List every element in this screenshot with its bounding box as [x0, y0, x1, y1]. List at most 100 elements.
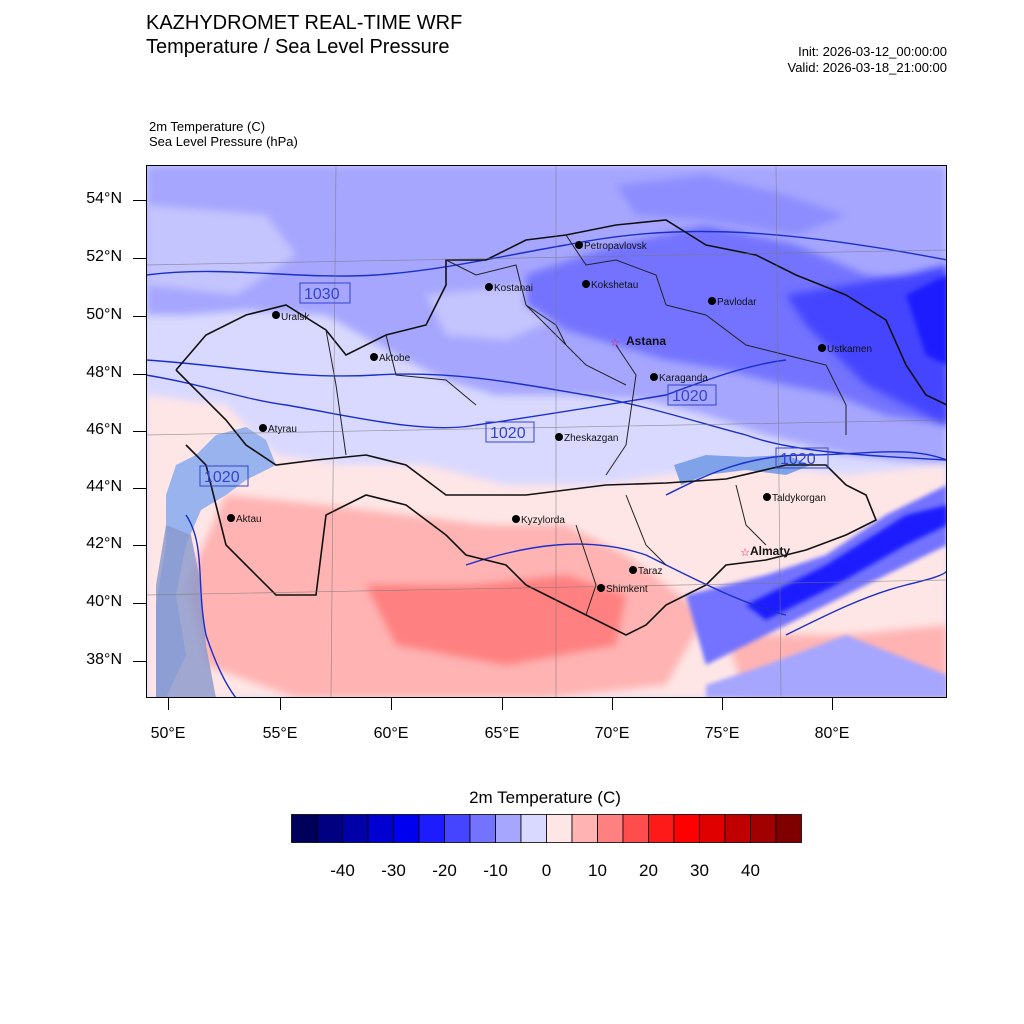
lon-label: 50°E	[150, 725, 186, 742]
city-marker	[370, 353, 378, 361]
graticule	[146, 165, 947, 698]
city-label-kyzylorda: Kyzylorda	[521, 515, 565, 526]
colorbar-swatch	[316, 814, 343, 843]
lon-tick	[722, 698, 723, 710]
city-marker	[512, 515, 520, 523]
isobar-label-1020-karaganda: 1020	[672, 388, 708, 405]
colorbar-swatch	[597, 814, 624, 843]
city-label-almaty: Almaty	[750, 544, 790, 558]
city-marker	[227, 514, 235, 522]
colorbar-swatch	[775, 814, 802, 843]
city-marker	[629, 566, 637, 574]
colorbar-swatch	[622, 814, 649, 843]
colorbar-swatch	[393, 814, 420, 843]
colorbar-swatch	[520, 814, 547, 843]
lon-label: 60°E	[373, 725, 409, 742]
colorbar-swatch	[367, 814, 394, 843]
city-label-petropavlovsk: Petropavlovsk	[584, 241, 648, 252]
lat-label: 50°N	[86, 306, 122, 323]
city-label-atyrau: Atyrau	[268, 424, 297, 435]
map-subtitle: Temperature / Sea Level Pressure	[146, 36, 450, 58]
capital-star-icon: ☆	[740, 547, 750, 559]
lat-tick	[133, 661, 146, 662]
lat-label: 48°N	[86, 364, 122, 381]
cities: Petropavlovsk Kostanai Kokshetau Pavloda…	[227, 241, 872, 595]
city-marker	[272, 311, 280, 319]
city-label-astana: Astana	[626, 334, 666, 348]
city-label-kostanai: Kostanai	[494, 283, 533, 294]
city-marker	[485, 283, 493, 291]
lat-label: 52°N	[86, 248, 122, 265]
city-label-uralsk: Uralsk	[281, 312, 310, 323]
lon-tick	[832, 698, 833, 710]
city-marker	[650, 373, 658, 381]
city-label-taldykorgan: Taldykorgan	[772, 493, 826, 504]
lon-tick	[391, 698, 392, 710]
city-marker	[818, 344, 826, 352]
lat-label: 42°N	[86, 535, 122, 552]
colorbar-swatch	[418, 814, 445, 843]
colorbar-swatch	[495, 814, 522, 843]
city-label-kokshetau: Kokshetau	[591, 280, 638, 291]
colorbar-swatch	[291, 814, 318, 843]
lon-tick	[612, 698, 613, 710]
isobar-labels: 1030 1020 1020 1020 1020	[199, 282, 829, 487]
isobar-label-1020-central: 1020	[490, 425, 526, 442]
map-border	[146, 165, 947, 698]
colorbar-tick-label: 20	[639, 861, 658, 880]
colorbar-title: 2m Temperature (C)	[469, 788, 621, 807]
city-label-shimkent: Shimkent	[606, 584, 648, 595]
city-label-aktau: Aktau	[236, 514, 262, 525]
lon-label: 70°E	[594, 725, 630, 742]
lat-label: 38°N	[86, 651, 122, 668]
colorbar-swatch	[648, 814, 675, 843]
isobar-label-1030: 1030	[304, 286, 340, 303]
colorbar	[291, 814, 803, 849]
city-marker	[597, 584, 605, 592]
country-border	[175, 219, 947, 636]
lat-label: 54°N	[86, 190, 122, 207]
colorbar-swatch	[342, 814, 369, 843]
colorbar-swatch	[571, 814, 598, 843]
lon-tick	[168, 698, 169, 710]
city-label-zheskazgan: Zheskazgan	[564, 433, 618, 444]
lat-label: 40°N	[86, 593, 122, 610]
city-label-aktobe: Aktobe	[379, 353, 411, 364]
lat-tick	[133, 431, 146, 432]
lon-tick	[280, 698, 281, 710]
isobar-label-1020-caspian: 1020	[204, 469, 240, 486]
caspian-sea	[156, 427, 276, 698]
map-title: KAZHYDROMET REAL-TIME WRF	[146, 12, 463, 34]
colorbar-swatches	[291, 814, 802, 843]
colorbar-tick-label: -30	[381, 861, 406, 880]
city-marker	[259, 424, 267, 432]
lat-tick	[133, 603, 146, 604]
field-label-temperature: 2m Temperature (C)	[149, 119, 266, 134]
lon-label: 55°E	[262, 725, 298, 742]
valid-time: Valid: 2026-03-18_21:00:00	[787, 60, 948, 75]
temperature-zone-very-cold	[526, 225, 947, 425]
colorbar-tick-label: -20	[432, 861, 457, 880]
lon-tick	[502, 698, 503, 710]
capital-star-icon: ☆	[610, 337, 620, 349]
field-label-pressure: Sea Level Pressure (hPa)	[149, 134, 298, 149]
isobars	[146, 230, 947, 698]
city-label-pavlodar: Pavlodar	[717, 297, 757, 308]
isobar-label-1020-balkhash: 1020	[780, 451, 816, 468]
colorbar-tick-label: -10	[483, 861, 508, 880]
map-panel: 1030 1020 1020 1020 1020 Petropavlovsk K…	[146, 165, 947, 698]
colorbar-tick-label: 10	[588, 861, 607, 880]
init-time: Init: 2026-03-12_00:00:00	[798, 44, 947, 59]
colorbar-swatch	[469, 814, 496, 843]
colorbar-swatch	[699, 814, 726, 843]
region-borders	[325, 234, 847, 616]
colorbar-swatch	[673, 814, 700, 843]
lon-label: 65°E	[484, 725, 520, 742]
map-canvas: 1030 1020 1020 1020 1020 Petropavlovsk K…	[146, 165, 947, 698]
city-label-karaganda: Karaganda	[659, 373, 708, 384]
city-label-taraz: Taraz	[638, 566, 662, 577]
city-marker	[763, 493, 771, 501]
lon-label: 75°E	[704, 725, 740, 742]
lat-tick	[133, 258, 146, 259]
lon-label: 80°E	[814, 725, 850, 742]
